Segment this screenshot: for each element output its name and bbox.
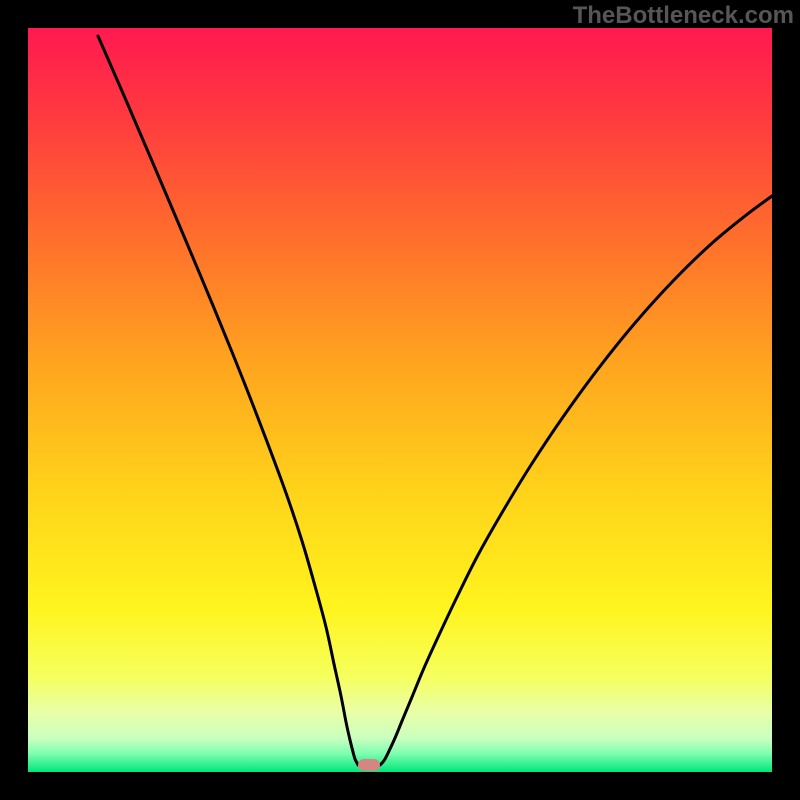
optimal-point-marker bbox=[358, 759, 380, 771]
bottleneck-curve bbox=[28, 28, 772, 772]
watermark-text: TheBottleneck.com bbox=[573, 2, 794, 30]
chart-container: TheBottleneck.com bbox=[0, 0, 800, 800]
plot-area bbox=[28, 28, 772, 772]
